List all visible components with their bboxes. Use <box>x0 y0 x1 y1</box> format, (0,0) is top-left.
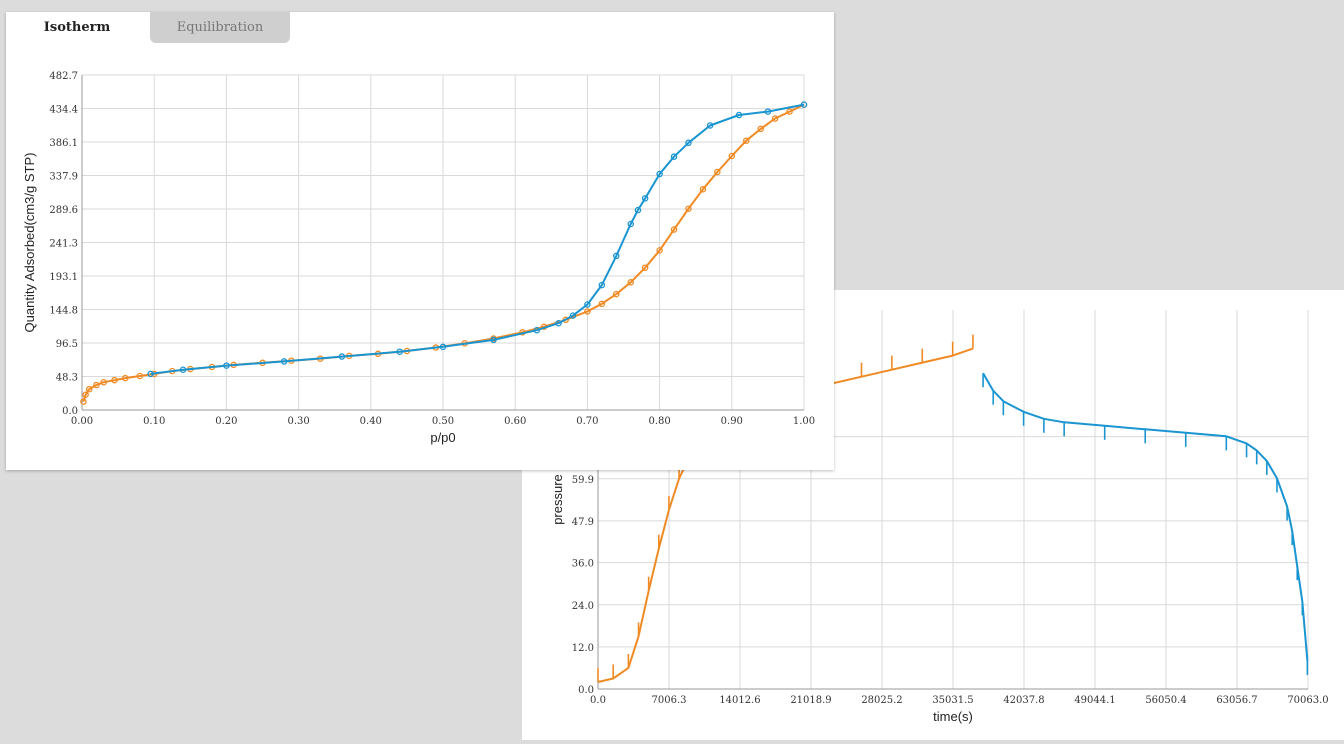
data-point <box>280 358 288 365</box>
data-point <box>136 372 144 380</box>
tab-isotherm[interactable]: Isotherm <box>6 12 148 43</box>
x-tick-label: 0.0 <box>590 695 606 706</box>
y-tick-label: 337.9 <box>49 171 78 182</box>
data-point <box>396 348 403 355</box>
data-point <box>80 398 87 405</box>
series-line-1 <box>982 372 1309 661</box>
x-tick-label: 56050.4 <box>1145 695 1186 706</box>
grid <box>597 310 1309 690</box>
y-tick-label: 47.9 <box>572 517 594 528</box>
y-tick-label: 24.0 <box>572 601 594 612</box>
data-point <box>735 111 743 119</box>
data-point <box>584 308 591 315</box>
x-tick-label: 0.90 <box>721 416 743 427</box>
x-tick-label: 1.00 <box>793 416 815 427</box>
data-point <box>555 319 562 327</box>
grid <box>81 74 805 411</box>
data-point <box>627 220 634 228</box>
x-tick-label: 0.00 <box>71 416 93 427</box>
data-point <box>179 366 187 373</box>
data-point <box>93 381 100 389</box>
y-axis-label: pressure <box>550 474 565 525</box>
data-point <box>85 385 93 393</box>
x-tick-label: 14012.6 <box>719 695 760 706</box>
y-tick-label: 193.1 <box>49 272 78 283</box>
data-point <box>584 301 591 308</box>
y-tick-label: 0.0 <box>62 406 78 417</box>
data-point <box>656 170 663 178</box>
data-point <box>685 139 692 147</box>
y-tick-label: 289.6 <box>49 205 78 216</box>
data-point <box>223 362 230 369</box>
x-tick-label: 35031.5 <box>932 695 973 706</box>
data-point <box>699 186 707 193</box>
data-point <box>641 264 649 271</box>
series-line-1 <box>150 103 805 375</box>
data-point <box>147 370 154 378</box>
data-point <box>670 226 678 233</box>
x-tick-label: 0.80 <box>648 416 670 427</box>
data-point <box>786 108 793 115</box>
y-tick-label: 0.0 <box>578 685 594 696</box>
y-tick-label: 482.7 <box>49 71 78 82</box>
data-point <box>111 376 118 384</box>
y-tick-label: 241.3 <box>49 239 78 250</box>
data-point <box>757 125 764 133</box>
tab-equilibration[interactable]: Equilibration <box>150 12 290 43</box>
data-point <box>82 391 89 398</box>
data-point <box>569 312 577 319</box>
x-tick-label: 42037.8 <box>1003 695 1044 706</box>
x-tick-label: 28025.2 <box>861 695 902 706</box>
data-point <box>613 290 620 298</box>
data-point <box>533 326 541 334</box>
x-tick-label: 0.70 <box>576 416 598 427</box>
y-tick-label: 386.1 <box>49 138 78 149</box>
data-point <box>714 168 721 176</box>
data-point <box>122 374 129 382</box>
data-point <box>685 205 692 212</box>
x-tick-label: 0.20 <box>215 416 237 427</box>
data-point <box>634 206 642 214</box>
x-axis-label: time(s) <box>933 709 973 724</box>
y-tick-label: 12.0 <box>572 643 594 654</box>
x-tick-label: 0.40 <box>360 416 382 427</box>
data-point <box>670 153 678 160</box>
data-point <box>742 137 750 144</box>
data-point <box>641 195 649 202</box>
data-point <box>706 122 714 129</box>
x-tick-label: 0.50 <box>432 416 454 427</box>
x-tick-label: 7006.3 <box>652 695 687 706</box>
y-tick-label: 434.4 <box>49 105 78 116</box>
data-point <box>338 353 346 360</box>
data-point <box>598 300 606 308</box>
x-tick-label: 0.60 <box>504 416 526 427</box>
data-point <box>656 247 663 254</box>
x-tick-label: 70063.0 <box>1287 695 1328 706</box>
y-tick-label: 144.8 <box>49 306 78 317</box>
data-point <box>728 152 736 160</box>
y-axis-label: Quantity Adsorbed(cm3/g STP) <box>22 153 37 333</box>
data-point <box>771 115 779 122</box>
isotherm-panel: Isotherm Equilibration 0.00 0.10 0.20 0.30 0… <box>6 12 834 470</box>
y-tick-label: 36.0 <box>572 559 594 570</box>
x-tick-label: 49044.1 <box>1074 695 1115 706</box>
data-point <box>627 279 634 286</box>
data-point <box>613 252 620 260</box>
data-point <box>764 108 772 115</box>
x-tick-label: 63056.7 <box>1216 695 1257 706</box>
data-point <box>598 281 606 289</box>
x-tick-label: 0.10 <box>143 416 165 427</box>
data-point <box>800 101 808 108</box>
x-axis-label: p/p0 <box>430 430 455 445</box>
isotherm-chart: 0.00 0.10 0.20 0.30 0.40 0.50 0.60 0.70 0.80 0.90… <box>22 71 815 445</box>
data-point <box>439 343 447 351</box>
series-line-0 <box>82 103 805 402</box>
data-point <box>100 378 107 386</box>
y-tick-label: 59.9 <box>572 475 594 486</box>
data-point <box>490 336 497 344</box>
x-tick-label: 0.30 <box>287 416 309 427</box>
y-tick-label: 96.5 <box>56 339 78 350</box>
y-tick-label: 48.3 <box>56 372 78 383</box>
x-tick-label: 21018.9 <box>790 695 831 706</box>
